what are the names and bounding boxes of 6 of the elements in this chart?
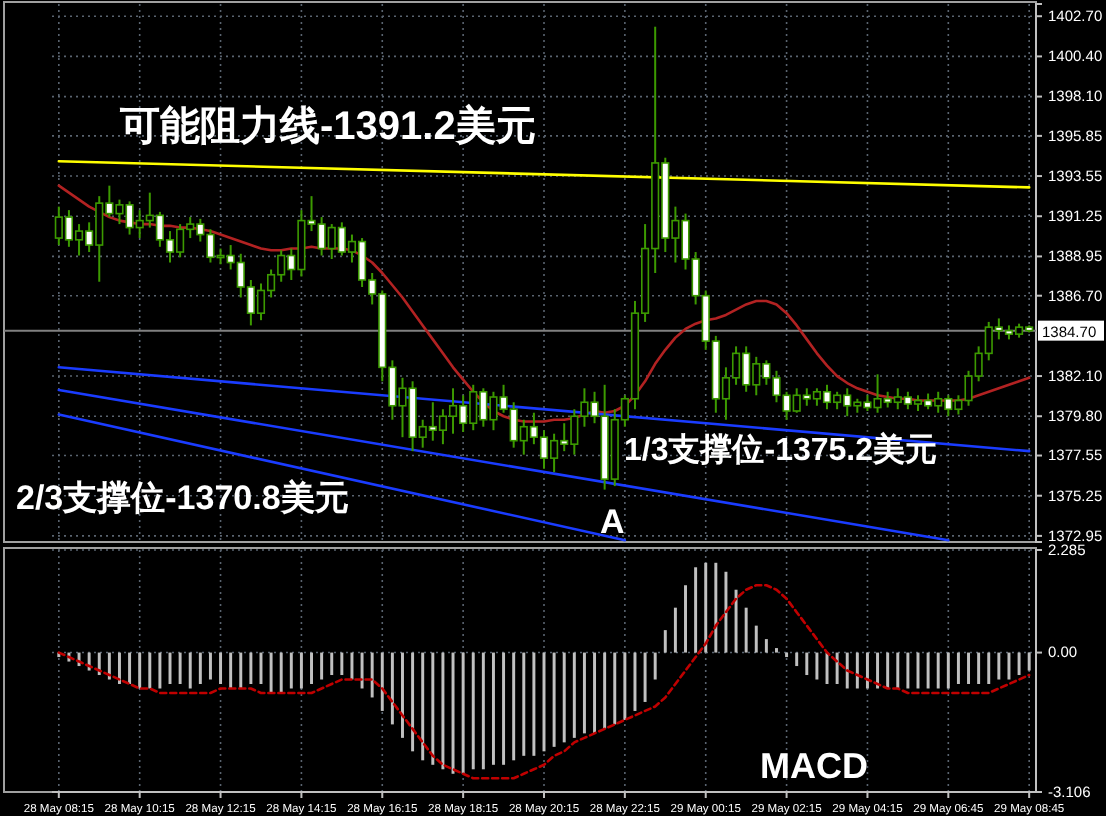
annotation: 1/3支撑位-1375.2美元 xyxy=(624,430,938,469)
annotation: 可能阻力线-1391.2美元 xyxy=(118,102,536,149)
line-series xyxy=(57,583,1031,780)
annotation: MACD xyxy=(760,745,868,786)
annotation: A xyxy=(600,502,625,541)
annotation: 2/3支撑位-1370.8美元 xyxy=(16,478,349,517)
